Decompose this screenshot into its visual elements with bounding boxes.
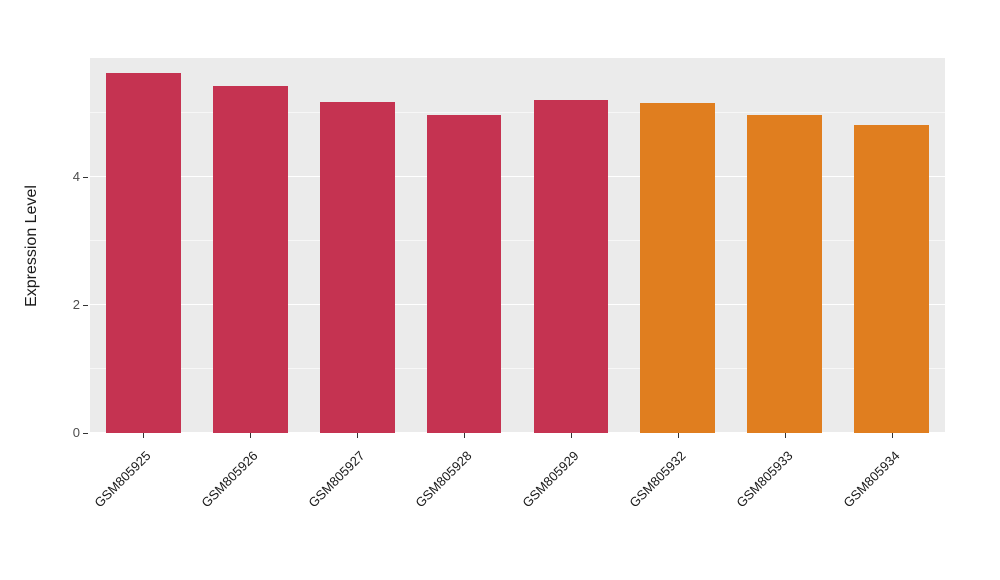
x-tick-label-GSM805934: GSM805934 <box>839 448 903 511</box>
major-gridline <box>90 175 945 178</box>
gridlines <box>90 58 945 433</box>
y-tick-label: 4 <box>72 169 80 185</box>
x-tick-mark <box>143 433 145 438</box>
x-tick-mark <box>891 433 893 438</box>
x-tick-label-GSM805932: GSM805932 <box>626 448 689 511</box>
bar-slot <box>90 58 197 438</box>
x-label-slot: GSM805929 <box>518 440 625 560</box>
y-axis-ticks: 0 2 4 <box>0 0 88 580</box>
bar-slot <box>731 58 838 438</box>
x-label-slot: GSM805934 <box>838 440 945 560</box>
x-label-slot: GSM805926 <box>197 440 304 560</box>
x-label-slot: GSM805928 <box>411 440 518 560</box>
bar-GSM805925 <box>106 73 181 433</box>
bar-GSM805934 <box>854 125 929 433</box>
bar-GSM805926 <box>212 85 288 433</box>
minor-gridline <box>90 368 945 370</box>
bar-slot <box>518 58 625 438</box>
x-tick-label-GSM805927: GSM805927 <box>305 448 368 511</box>
x-axis-labels: GSM805925 GSM805926 GSM805927 GSM805928 GSM8… <box>90 440 945 560</box>
x-label-slot: GSM805932 <box>624 440 731 560</box>
x-tick-label-GSM805928: GSM805928 <box>412 448 475 511</box>
major-gridline <box>90 303 945 306</box>
bar-slot <box>411 58 518 438</box>
minor-gridline <box>90 240 945 242</box>
bar-slot <box>304 58 411 438</box>
x-tick-mark <box>464 433 466 438</box>
y-tick-label: 2 <box>72 297 80 312</box>
y-tick-mark <box>83 433 88 434</box>
bar-slot <box>624 58 731 438</box>
y-tick-mark <box>83 177 88 179</box>
x-tick-mark <box>570 433 572 438</box>
x-tick-mark <box>357 433 359 438</box>
x-label-slot: GSM805933 <box>731 440 838 560</box>
x-tick-mark <box>784 433 786 438</box>
bar-slot <box>838 58 945 438</box>
bar-GSM805928 <box>426 114 502 433</box>
minor-gridline <box>90 112 945 114</box>
x-tick-mark <box>250 433 252 438</box>
x-label-slot: GSM805927 <box>304 440 411 560</box>
major-gridline <box>90 431 945 433</box>
bar-GSM805929 <box>533 100 609 433</box>
x-tick-label-GSM805925: GSM805925 <box>91 448 155 511</box>
plot-panel <box>90 58 945 438</box>
x-tick-mark <box>677 433 679 438</box>
bar-slot <box>197 58 304 438</box>
x-tick-label-GSM805929: GSM805929 <box>519 448 582 511</box>
y-tick-label: 0 <box>72 425 80 440</box>
bar-GSM805932 <box>640 102 716 433</box>
x-tick-label-GSM805933: GSM805933 <box>733 448 796 511</box>
bar-GSM805933 <box>747 114 823 433</box>
y-tick-mark <box>83 305 88 306</box>
bar-GSM805927 <box>319 102 395 433</box>
x-label-slot: GSM805925 <box>90 440 197 560</box>
x-tick-label-GSM805926: GSM805926 <box>198 448 261 511</box>
bars-container <box>90 58 945 438</box>
